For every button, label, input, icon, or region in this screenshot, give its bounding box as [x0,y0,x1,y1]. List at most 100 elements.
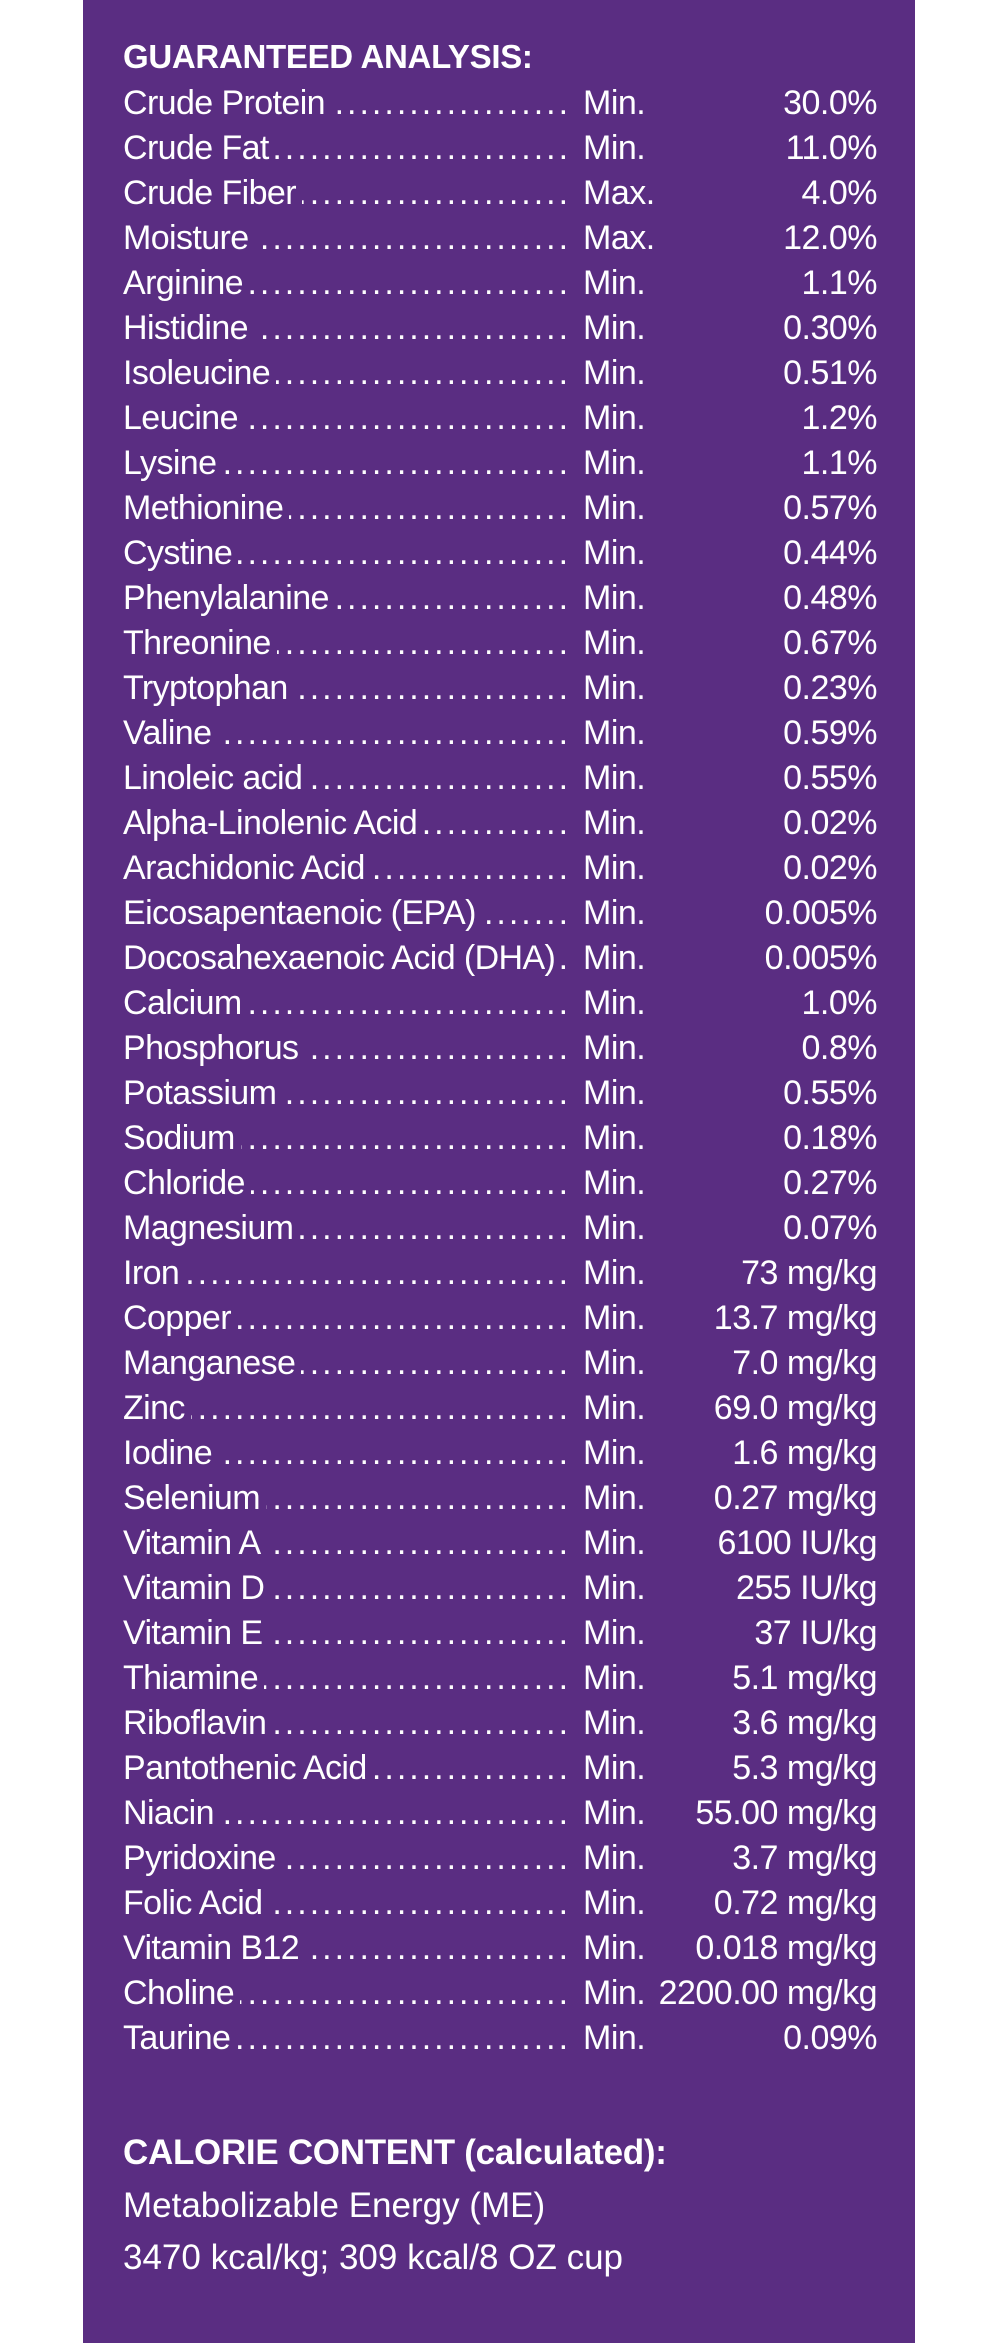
nutrient-name-cell: ........................................… [123,936,573,981]
nutrient-value: 0.72 mg/kg [713,1884,878,1922]
analysis-row: ........................................… [123,666,878,711]
nutrient-name-cell: ........................................… [123,1296,573,1341]
analysis-row: ........................................… [123,261,878,306]
analysis-row: ........................................… [123,1251,878,1296]
nutrient-value: 1.1% [801,444,878,482]
analysis-row: ........................................… [123,1926,878,1971]
nutrient-qualifier: Min. [583,1026,663,1071]
nutrient-name-cell: ........................................… [123,666,573,711]
analysis-row: ........................................… [123,441,878,486]
nutrient-name-cell: ........................................… [123,1701,573,1746]
nutrient-name-cell: ........................................… [123,126,573,171]
nutrient-name-cell: ........................................… [123,351,573,396]
nutrient-qualifier: Max. [583,171,663,216]
nutrient-qualifier: Min. [583,1746,663,1791]
nutrient-name: Lysine [123,444,223,482]
analysis-row: ........................................… [123,531,878,576]
calorie-values: 3470 kcal/kg; 309 kcal/8 OZ cup [123,2238,623,2277]
nutrient-qualifier: Min. [583,1251,663,1296]
analysis-row: ........................................… [123,1746,878,1791]
nutrient-qualifier: Min. [583,1971,663,2016]
analysis-row: ........................................… [123,756,878,801]
nutrient-value: 0.27 mg/kg [713,1479,878,1517]
nutrient-value: 73 mg/kg [741,1254,877,1292]
nutrient-name-cell: ........................................… [123,1026,573,1071]
nutrient-name-cell: ........................................… [123,486,573,531]
nutrient-value: 0.48% [783,579,877,617]
nutrient-name-cell: ........................................… [123,216,573,261]
nutrient-name: Pantothenic Acid [123,1749,373,1787]
nutrient-value: 0.44% [783,534,877,572]
nutrient-name: Tryptophan [123,669,294,707]
nutrient-value: 3.7 mg/kg [732,1839,877,1877]
nutrient-name: Eicosapentaenoic (EPA) [123,894,482,932]
nutrient-value: 11.0% [785,129,878,167]
nutrient-qualifier: Min. [583,891,663,936]
nutrient-name-cell: ........................................… [123,1836,573,1881]
nutrient-name-cell: ........................................… [123,1071,573,1116]
nutrient-qualifier: Min. [583,1341,663,1386]
nutrient-name-cell: ........................................… [123,1521,573,1566]
nutrient-value: 30.0% [783,84,877,122]
nutrient-value: 1.0% [801,984,878,1022]
nutrient-name-cell: ........................................… [123,81,573,126]
nutrient-name-cell: ........................................… [123,1656,573,1701]
metabolizable-energy-label: Metabolizable Energy (ME) [123,2186,546,2225]
nutrient-value: 0.55% [783,759,877,797]
analysis-row: ........................................… [123,1476,878,1521]
nutrient-value: 4.0% [801,174,878,212]
analysis-row: ........................................… [123,1656,878,1701]
nutrient-name: Magnesium [123,1209,300,1247]
nutrient-value: 1.2% [801,399,878,437]
nutrient-qualifier: Min. [583,936,663,981]
nutrient-qualifier: Min. [583,2016,663,2061]
nutrient-name-cell: ........................................… [123,981,573,1026]
nutrient-name: Vitamin D [123,1569,271,1607]
nutrient-name: Linoleic acid [123,759,309,797]
nutrient-value: 0.51% [783,354,877,392]
nutrient-name: Manganese [123,1344,302,1382]
nutrient-qualifier: Min. [583,1656,663,1701]
analysis-row: ........................................… [123,1341,878,1386]
analysis-row: ........................................… [123,1386,878,1431]
analysis-row: ........................................… [123,1296,878,1341]
nutrient-name: Histidine [123,309,254,347]
nutrient-qualifier: Min. [583,396,663,441]
nutrient-name-cell: ........................................… [123,621,573,666]
nutrient-value: 1.1% [801,264,878,302]
nutrient-qualifier: Min. [583,1791,663,1836]
nutrient-name-cell: ........................................… [123,756,573,801]
nutrient-name: Thiamine [123,1659,265,1697]
nutrient-qualifier: Min. [583,576,663,621]
nutrient-qualifier: Min. [583,1701,663,1746]
nutrient-value: 0.55% [783,1074,877,1112]
nutrient-name-cell: ........................................… [123,1791,573,1836]
analysis-table: ........................................… [123,81,878,2061]
nutrient-value: 0.59% [783,714,877,752]
nutrient-name-cell: ........................................… [123,576,573,621]
nutrient-value: 55.00 mg/kg [695,1794,877,1832]
nutrient-name: Crude Protein [123,84,331,122]
nutrient-name-cell: ........................................… [123,1161,573,1206]
analysis-row: ........................................… [123,1521,878,1566]
nutrient-name: Valine [123,714,218,752]
analysis-row: ........................................… [123,1611,878,1656]
nutrient-qualifier: Min. [583,1836,663,1881]
nutrient-value: 1.6 mg/kg [732,1434,877,1472]
nutrient-name: Chloride [123,1164,251,1202]
nutrient-name-cell: ........................................… [123,441,573,486]
nutrient-value: 0.57% [783,489,877,527]
dot-leader: ........................................… [123,1389,573,1427]
analysis-row: ........................................… [123,1116,878,1161]
nutrient-name: Folic Acid [123,1884,269,1922]
analysis-row: ........................................… [123,1701,878,1746]
nutrient-qualifier: Min. [583,981,663,1026]
nutrient-name-cell: ........................................… [123,1341,573,1386]
nutrient-value: 5.1 mg/kg [732,1659,877,1697]
nutrient-name: Crude Fat [123,129,275,167]
nutrient-qualifier: Min. [583,306,663,351]
nutrient-name: Copper [123,1299,237,1337]
nutrient-name: Selenium [123,1479,266,1517]
nutrient-name: Calcium [123,984,248,1022]
nutrient-qualifier: Min. [583,1611,663,1656]
